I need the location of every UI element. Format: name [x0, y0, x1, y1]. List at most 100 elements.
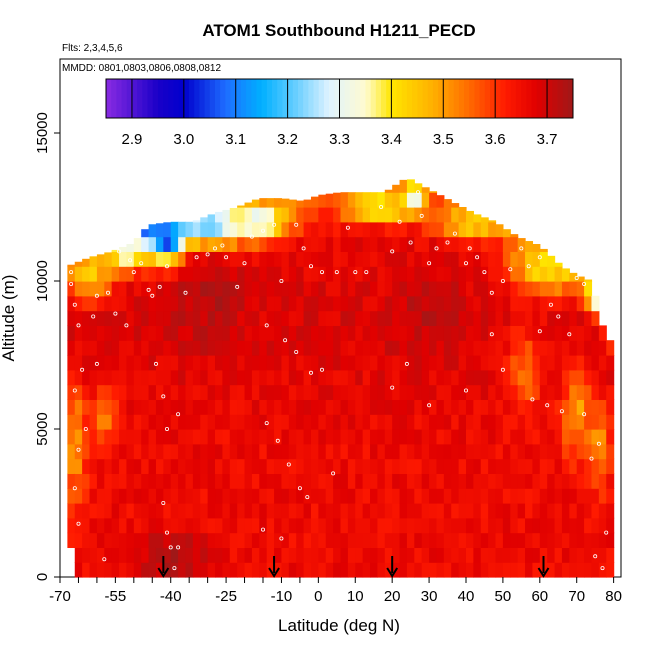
sample-point: [427, 261, 432, 266]
heatmap-cell: [598, 399, 607, 415]
heatmap-cell: [96, 532, 105, 548]
heatmap-cell: [155, 236, 164, 252]
heatmap-cell: [89, 325, 98, 341]
heatmap-cell: [480, 399, 489, 415]
heatmap-cell: [259, 369, 268, 386]
arrow-head: [537, 567, 550, 578]
heatmap-cell: [237, 266, 246, 282]
heatmap-cell: [370, 340, 379, 356]
heatmap-cell: [126, 488, 135, 504]
heatmap-cell: [340, 310, 349, 326]
heatmap-cell: [370, 325, 379, 341]
heatmap-cell: [170, 473, 179, 489]
heatmap-cell: [436, 384, 445, 400]
heatmap-cell: [281, 369, 290, 386]
heatmap-cell: [406, 179, 415, 193]
heatmap-cell: [74, 429, 83, 445]
heatmap-cell: [178, 369, 187, 386]
heatmap-cell: [288, 384, 297, 400]
heatmap-cell: [584, 281, 593, 297]
colorbar-segment: [453, 79, 460, 118]
heatmap-cell: [510, 281, 519, 297]
heatmap-cell: [517, 281, 526, 297]
heatmap-cell: [274, 198, 283, 208]
heatmap-cell: [141, 340, 150, 356]
colorbar-tick-label: 3.1: [225, 131, 246, 148]
heatmap-cell: [74, 547, 83, 563]
heatmap-cell: [392, 384, 401, 400]
heatmap-cell: [325, 443, 334, 460]
heatmap-cell: [355, 369, 364, 386]
heatmap-cell: [347, 340, 356, 356]
heatmap-cell: [502, 266, 511, 282]
heatmap-cell: [266, 503, 275, 519]
heatmap-cell: [303, 266, 312, 282]
sample-point: [131, 270, 136, 275]
heatmap-cell: [576, 340, 585, 356]
heatmap-cell: [414, 295, 423, 312]
heatmap-cell: [547, 281, 556, 297]
colorbar-segment: [266, 79, 273, 118]
heatmap-cell: [274, 384, 283, 400]
heatmap-cell: [377, 207, 386, 223]
dates-label: MMDD: 0801,0803,0806,0808,0812: [62, 63, 221, 74]
heatmap-cell: [414, 488, 423, 504]
heatmap-cell: [119, 547, 128, 563]
heatmap-cell: [584, 295, 593, 312]
heatmap-cell: [488, 562, 497, 578]
colorbar-segment: [313, 79, 320, 118]
heatmap-cell: [192, 473, 201, 489]
heatmap-cell: [443, 221, 452, 238]
sample-point: [94, 293, 99, 298]
heatmap-cell: [303, 207, 312, 223]
heatmap-cell: [488, 443, 497, 460]
heatmap-cell: [502, 340, 511, 356]
sample-point: [76, 323, 81, 328]
heatmap-cell: [126, 244, 135, 252]
heatmap-cell: [347, 399, 356, 415]
heatmap-cell: [281, 443, 290, 460]
heatmap-cell: [347, 562, 356, 578]
heatmap-cell: [163, 547, 172, 563]
heatmap-cell: [421, 340, 430, 356]
heatmap-cell: [96, 517, 105, 534]
heatmap-cell: [414, 183, 423, 193]
heatmap-cell: [591, 325, 600, 341]
heatmap-cell: [532, 251, 541, 267]
heatmap-cell: [325, 221, 334, 238]
heatmap-cell: [310, 399, 319, 415]
heatmap-cell: [259, 443, 268, 460]
heatmap-cell: [133, 369, 142, 386]
heatmap-cell: [207, 503, 216, 519]
heatmap-cell: [414, 310, 423, 326]
heatmap-cell: [384, 503, 393, 519]
heatmap-cell: [370, 473, 379, 489]
heatmap-cell: [148, 325, 157, 341]
heatmap-cell: [362, 384, 371, 400]
heatmap-cell: [237, 473, 246, 489]
heatmap-cell: [303, 310, 312, 326]
heatmap-cell: [89, 488, 98, 504]
heatmap-cell: [414, 399, 423, 415]
heatmap-cell: [539, 266, 548, 282]
colorbar-segment: [220, 79, 226, 118]
colorbar-tick-label: 2.9: [122, 131, 143, 148]
heatmap-cell: [495, 340, 504, 356]
heatmap-cell: [185, 325, 194, 341]
heatmap-cell: [178, 236, 187, 252]
heatmap-cell: [606, 473, 615, 489]
heatmap-cell: [488, 310, 497, 326]
heatmap-cell: [163, 399, 172, 415]
heatmap-cell: [355, 251, 364, 267]
heatmap-cell: [340, 443, 349, 460]
heatmap-cell: [414, 458, 423, 474]
heatmap-cell: [525, 399, 534, 415]
sample-point: [489, 332, 494, 337]
heatmap-cell: [340, 532, 349, 548]
heatmap-cell: [451, 488, 460, 504]
heatmap-cell: [532, 443, 541, 460]
heatmap-cell: [495, 458, 504, 474]
heatmap-cell: [414, 517, 423, 534]
heatmap-cell: [458, 458, 467, 474]
heatmap-cell: [384, 443, 393, 460]
